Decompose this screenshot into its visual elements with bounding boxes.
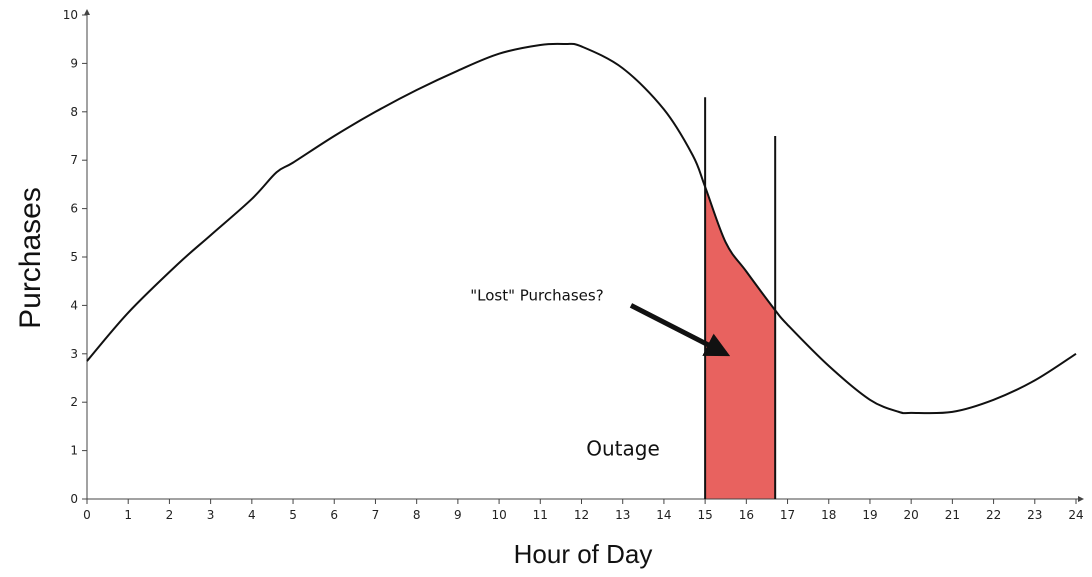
x-tick-label: 13 [615,508,630,522]
x-tick-label: 21 [945,508,960,522]
series-layer [86,42,1077,415]
y-tick-label: 8 [70,105,78,119]
y-axis-arrow-icon [84,9,90,15]
x-tick-label: 19 [862,508,877,522]
y-tick-label: 9 [70,56,78,70]
annotation-arrow-icon [629,303,731,357]
x-tick-label: 11 [533,508,548,522]
x-axis-arrow-icon [1078,496,1084,502]
x-tick-label: 5 [289,508,297,522]
x-tick-label: 18 [821,508,836,522]
y-tick-label: 3 [70,347,78,361]
x-tick-label: 1 [124,508,132,522]
y-tick-label: 7 [70,153,78,167]
x-tick-label: 7 [372,508,380,522]
y-tick-label: 5 [70,250,78,264]
x-tick-label: 3 [207,508,215,522]
x-tick-label: 12 [574,508,589,522]
x-tick-label: 4 [248,508,256,522]
x-tick-label: 22 [986,508,1001,522]
y-tick-label: 6 [70,202,78,216]
y-tick-label: 10 [63,8,78,22]
y-tick-label: 1 [70,444,78,458]
x-tick-label: 15 [697,508,712,522]
purchases-curve [86,42,1077,415]
outage-shaded-region-layer [705,186,776,499]
outage-shaded-region [705,186,776,499]
x-tick-label: 8 [413,508,421,522]
y-axis-title: Purchases [14,187,47,329]
annotations: "Lost" Purchases? Outage [470,287,731,460]
outage-label: Outage [586,436,660,460]
x-tick-label: 2 [166,508,174,522]
y-tick-label: 0 [70,492,78,506]
x-tick-label: 14 [656,508,671,522]
lost-purchases-annotation: "Lost" Purchases? [470,287,603,305]
x-tick-label: 17 [780,508,795,522]
y-tick-label: 4 [70,298,78,312]
axes: 0 1 2 3 4 5 6 7 8 9 10 11 12 13 14 15 16 17 18 19 20 21 22 23 24… [63,8,1084,522]
x-tick-label: 9 [454,508,462,522]
y-tick-label: 2 [70,395,78,409]
x-tick-label: 24 [1068,508,1083,522]
x-tick-label: 16 [739,508,754,522]
x-axis-title: Hour of Day [514,539,653,569]
outage-markers [704,97,777,499]
x-tick-label: 6 [330,508,338,522]
x-tick-label: 20 [904,508,919,522]
x-tick-label: 0 [83,508,91,522]
x-tick-label: 23 [1027,508,1042,522]
x-tick-label: 10 [491,508,506,522]
